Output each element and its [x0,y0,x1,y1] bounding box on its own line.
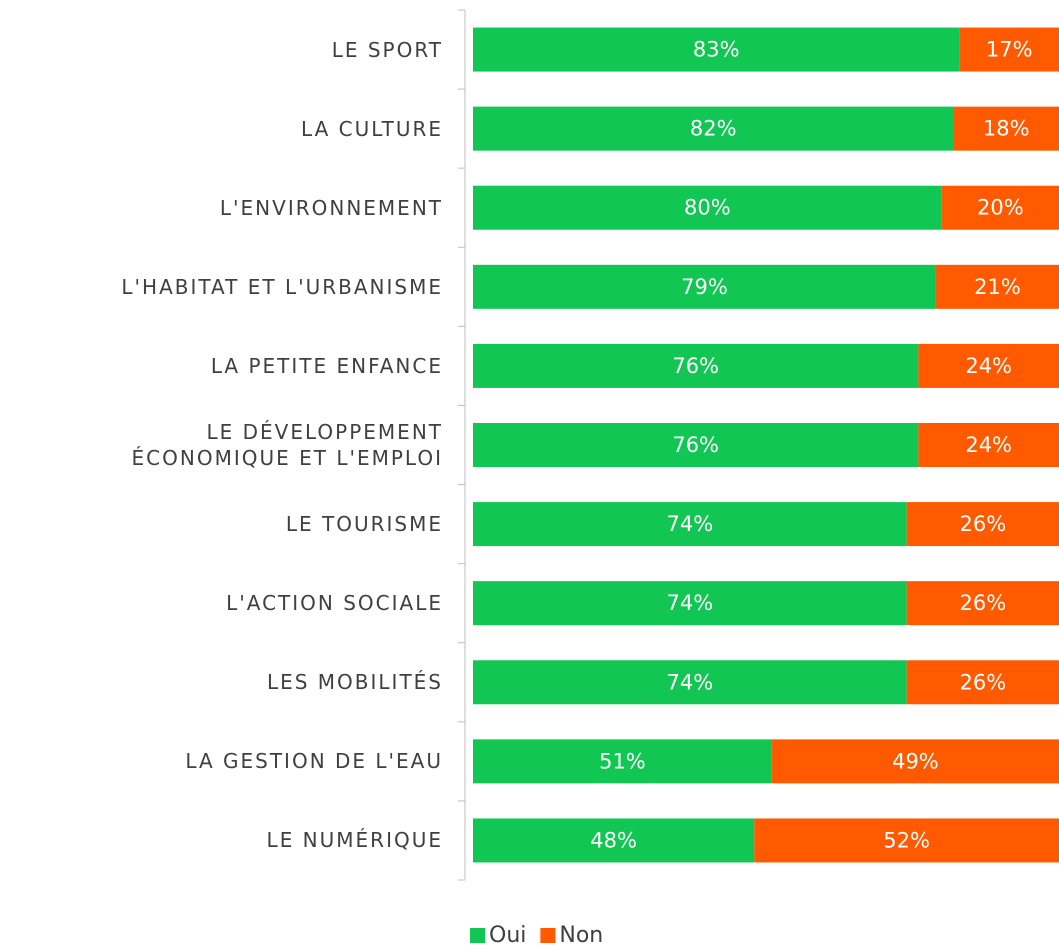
category-label: LE TOURISME [0,485,443,564]
category-label: LA GESTION DE L'EAU [0,722,443,801]
value-label: 49% [892,749,939,773]
category-label: L'ACTION SOCIALE [0,564,443,643]
bar-segment [473,423,919,467]
category-label-text: L'ENVIRONNEMENT [219,195,443,220]
bar-segment [906,502,1059,547]
bar-segment [959,27,1059,72]
category-label-text: L'ACTION SOCIALE [226,591,443,616]
category-label-text: L'HABITAT ET L'URBANISME [121,274,443,299]
value-label: 18% [983,117,1030,141]
bar-segment [935,264,1059,309]
bar-segment [473,264,936,309]
value-label: 74% [666,591,713,615]
legend-label: Non [559,923,603,948]
value-label: 80% [684,196,731,220]
category-label: LE SPORT [0,10,443,89]
bar-segment [918,423,1059,467]
bar-segment [941,185,1059,230]
bar-segment [771,739,1059,784]
bar-segment [473,185,942,230]
category-label-text: LES MOBILITÉS [266,670,443,695]
category-label-text: LE NUMÉRIQUE [266,828,443,853]
value-label: 76% [672,354,719,378]
value-label: 51% [599,749,646,773]
bar-segment [473,343,919,388]
value-label: 26% [959,512,1006,536]
category-label-text: LA PETITE ENFANCE [210,353,443,378]
bar-segment [473,739,772,784]
category-label-text: LA CULTURE [300,116,443,141]
value-label: 52% [883,828,930,852]
category-label-text: LE DÉVELOPPEMENT ÉCONOMIQUE ET L'EMPLOI [131,419,443,470]
bar-segment [918,343,1059,388]
value-label: 17% [986,38,1033,62]
value-label: 76% [672,433,719,457]
category-label-text: LE SPORT [331,37,443,62]
value-label: 24% [965,433,1012,457]
value-label: 26% [959,591,1006,615]
category-label: LE NUMÉRIQUE [0,801,443,880]
legend-swatch [470,928,485,943]
bar-segment [906,660,1059,705]
value-label: 24% [965,354,1012,378]
legend-label: Oui [489,923,526,948]
value-label: 26% [959,670,1006,694]
category-label-text: LA GESTION DE L'EAU [185,749,443,774]
value-label: 74% [666,670,713,694]
bar-segment [953,106,1059,151]
value-label: 83% [693,38,740,62]
value-label: 74% [666,512,713,536]
bar-segment [754,818,1059,863]
value-label: 21% [974,275,1021,299]
bar-segment [473,581,907,626]
category-label: LA CULTURE [0,89,443,168]
bar-segment [473,660,907,705]
legend-swatch [540,928,556,943]
bar-segment [473,818,755,863]
value-label: 20% [977,196,1024,220]
category-label: LA PETITE ENFANCE [0,326,443,405]
bar-segment [473,106,954,151]
category-label: LES MOBILITÉS [0,643,443,722]
bar-segment [473,502,907,547]
value-label: 79% [681,275,728,299]
category-label-text: LE TOURISME [285,512,443,537]
value-label: 48% [590,828,637,852]
category-label: L'ENVIRONNEMENT [0,168,443,247]
category-label: LE DÉVELOPPEMENT ÉCONOMIQUE ET L'EMPLOI [0,405,443,484]
bar-segment [906,581,1059,626]
bar-segment [473,27,960,72]
category-label: L'HABITAT ET L'URBANISME [0,247,443,326]
value-label: 82% [690,117,737,141]
